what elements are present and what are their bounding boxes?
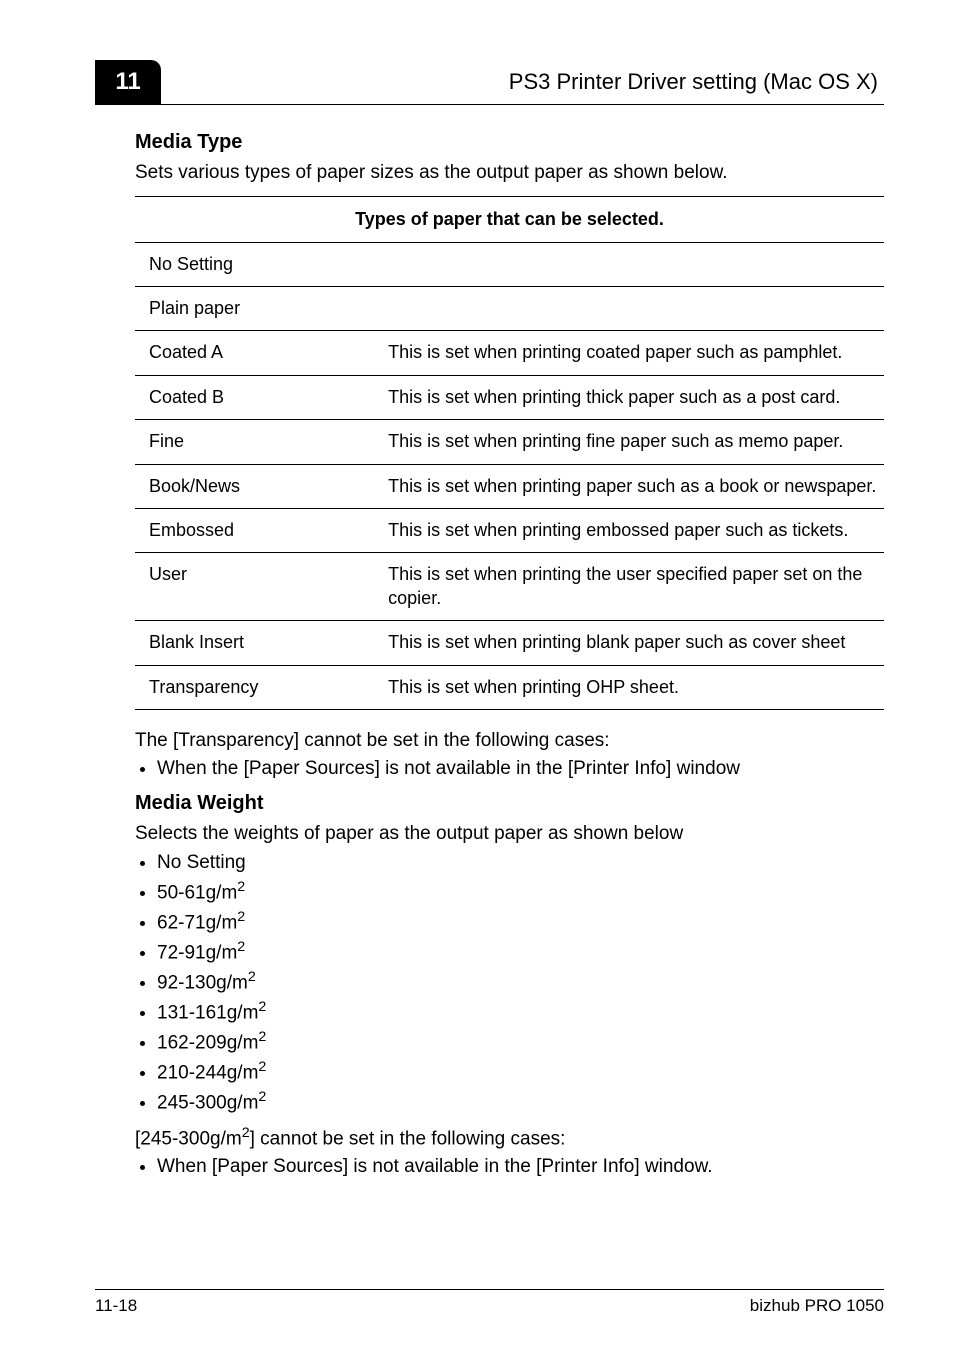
media-weight-list: No Setting 50-61g/m2 62-71g/m2 72-91g/m2… [157, 850, 884, 1115]
weight-note-cases-list: When [Paper Sources] is not available in… [157, 1156, 884, 1178]
list-item: 92-130g/m2 [157, 968, 884, 996]
paper-name: Embossed [135, 508, 382, 552]
weight-note-prefix: [245-300g/m [135, 1128, 242, 1149]
paper-desc: This is set when printing the user speci… [382, 553, 884, 621]
chapter-number-chip: 11 [95, 60, 161, 104]
paper-name: Coated A [135, 331, 382, 375]
paper-name: No Setting [135, 242, 382, 286]
squared-exponent: 2 [248, 969, 256, 985]
paper-desc [382, 242, 884, 286]
paper-desc: This is set when printing blank paper su… [382, 621, 884, 665]
weight-value: 62-71g/m [157, 912, 237, 933]
paper-name: Plain paper [135, 287, 382, 331]
paper-name: Coated B [135, 375, 382, 419]
squared-exponent: 2 [237, 879, 245, 895]
transparency-note: The [Transparency] cannot be set in the … [135, 728, 884, 754]
list-item: 62-71g/m2 [157, 908, 884, 936]
table-row: Plain paper [135, 287, 884, 331]
table-row: User This is set when printing the user … [135, 553, 884, 621]
document-page: 11 PS3 Printer Driver setting (Mac OS X)… [0, 0, 954, 1358]
list-item: 210-244g/m2 [157, 1058, 884, 1086]
footer-page-number: 11-18 [95, 1296, 137, 1316]
paper-desc: This is set when printing embossed paper… [382, 508, 884, 552]
footer-product-name: bizhub PRO 1050 [750, 1296, 884, 1316]
weight-note-suffix: ] cannot be set in the following cases: [250, 1128, 566, 1149]
paper-desc: This is set when printing paper such as … [382, 464, 884, 508]
list-item: 245-300g/m2 [157, 1088, 884, 1116]
weight-value: 131-161g/m [157, 1002, 258, 1023]
table-row: Fine This is set when printing fine pape… [135, 420, 884, 464]
header-bar: 11 PS3 Printer Driver setting (Mac OS X) [95, 60, 884, 105]
paper-name: Fine [135, 420, 382, 464]
table-row: Book/News This is set when printing pape… [135, 464, 884, 508]
list-item: No Setting [157, 850, 884, 876]
squared-exponent: 2 [242, 1125, 250, 1141]
list-item: 50-61g/m2 [157, 878, 884, 906]
table-row: Transparency This is set when printing O… [135, 665, 884, 709]
media-weight-heading: Media Weight [135, 792, 884, 815]
list-item: 162-209g/m2 [157, 1028, 884, 1056]
list-item: When [Paper Sources] is not available in… [157, 1156, 884, 1178]
page-title: PS3 Printer Driver setting (Mac OS X) [161, 60, 884, 104]
squared-exponent: 2 [258, 1089, 266, 1105]
transparency-cases-list: When the [Paper Sources] is not availabl… [157, 758, 884, 780]
paper-desc: This is set when printing coated paper s… [382, 331, 884, 375]
weight-value: 245-300g/m [157, 1092, 258, 1113]
table-row: Coated A This is set when printing coate… [135, 331, 884, 375]
paper-name: Transparency [135, 665, 382, 709]
weight-value: 50-61g/m [157, 882, 237, 903]
table-row: Blank Insert This is set when printing b… [135, 621, 884, 665]
paper-desc: This is set when printing thick paper su… [382, 375, 884, 419]
paper-desc [382, 287, 884, 331]
table-row: No Setting [135, 242, 884, 286]
weight-value: 162-209g/m [157, 1032, 258, 1053]
squared-exponent: 2 [258, 1029, 266, 1045]
paper-desc: This is set when printing fine paper suc… [382, 420, 884, 464]
weight-value: 92-130g/m [157, 972, 248, 993]
list-item: When the [Paper Sources] is not availabl… [157, 758, 884, 780]
paper-name: Book/News [135, 464, 382, 508]
squared-exponent: 2 [237, 909, 245, 925]
table-row: Coated B This is set when printing thick… [135, 375, 884, 419]
squared-exponent: 2 [258, 999, 266, 1015]
weight-value: 210-244g/m [157, 1062, 258, 1083]
paper-name: User [135, 553, 382, 621]
table-row: Embossed This is set when printing embos… [135, 508, 884, 552]
table-caption: Types of paper that can be selected. [135, 196, 884, 242]
squared-exponent: 2 [258, 1059, 266, 1075]
paper-name: Blank Insert [135, 621, 382, 665]
page-footer: 11-18 bizhub PRO 1050 [95, 1289, 884, 1316]
weight-note: [245-300g/m2] cannot be set in the follo… [135, 1124, 884, 1152]
media-type-heading: Media Type [135, 131, 884, 154]
list-item: 131-161g/m2 [157, 998, 884, 1026]
list-item: 72-91g/m2 [157, 938, 884, 966]
squared-exponent: 2 [237, 939, 245, 955]
paper-desc: This is set when printing OHP sheet. [382, 665, 884, 709]
paper-types-table: Types of paper that can be selected. No … [135, 196, 884, 710]
media-type-intro: Sets various types of paper sizes as the… [135, 160, 884, 186]
weight-value: 72-91g/m [157, 942, 237, 963]
media-weight-intro: Selects the weights of paper as the outp… [135, 821, 884, 847]
